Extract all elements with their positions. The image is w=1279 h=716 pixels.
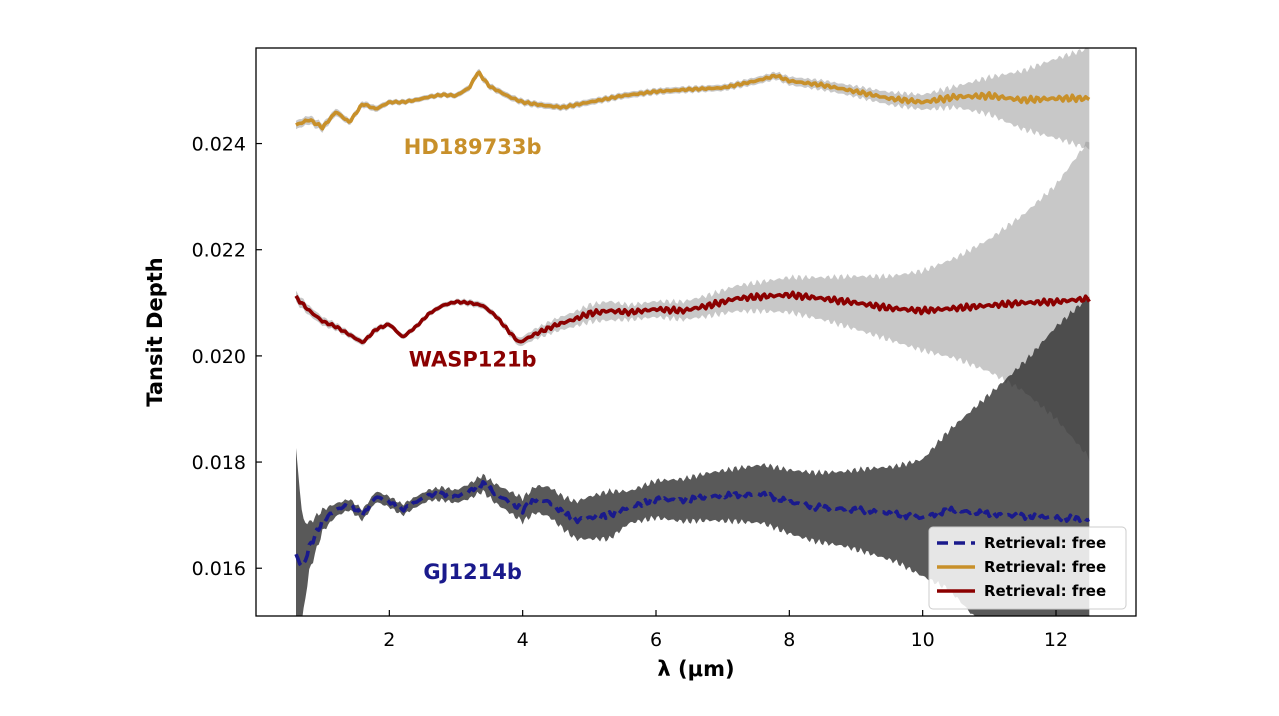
legend-label: Retrieval: free xyxy=(984,558,1106,576)
x-axis: 2 4 6 8 10 12 xyxy=(383,610,1068,651)
plot-frame xyxy=(255,47,1137,617)
error-band xyxy=(296,48,1090,150)
series-line xyxy=(294,480,1090,568)
y-tick-label: 0.016 xyxy=(192,558,246,580)
error-band xyxy=(296,296,1090,616)
y-tick-label: 0.018 xyxy=(192,452,246,474)
error-band xyxy=(296,141,1090,461)
x-tick-label: 12 xyxy=(1044,629,1068,651)
planet-label: HD189733b xyxy=(404,135,542,159)
x-tick-label: 8 xyxy=(783,629,795,651)
legend: Retrieval: free Retrieval: free Retrieval:… xyxy=(928,526,1127,610)
series-line xyxy=(295,70,1091,131)
y-tick-label: 0.022 xyxy=(192,240,246,262)
x-tick-label: 6 xyxy=(650,629,662,651)
y-tick-label: 0.020 xyxy=(192,346,246,368)
planet-label: GJ1214b xyxy=(423,560,522,584)
series-lines xyxy=(294,70,1091,568)
legend-box xyxy=(928,526,1127,610)
planet-labels: HD189733b WASP121b GJ1214b xyxy=(404,135,542,584)
error-bands xyxy=(296,48,1090,616)
y-axis-label: Tansit Depth xyxy=(143,257,167,406)
x-tick-label: 4 xyxy=(517,629,529,651)
series-line xyxy=(294,290,1091,345)
planet-label: WASP121b xyxy=(409,348,537,372)
legend-label: Retrieval: free xyxy=(984,534,1106,552)
y-tick-label: 0.024 xyxy=(192,134,246,156)
y-axis: 0.016 0.018 0.020 0.022 0.024 xyxy=(192,134,262,580)
x-axis-label: λ (μm) xyxy=(657,657,734,681)
legend-label: Retrieval: free xyxy=(984,582,1106,600)
x-tick-label: 2 xyxy=(383,629,395,651)
x-tick-label: 10 xyxy=(911,629,935,651)
